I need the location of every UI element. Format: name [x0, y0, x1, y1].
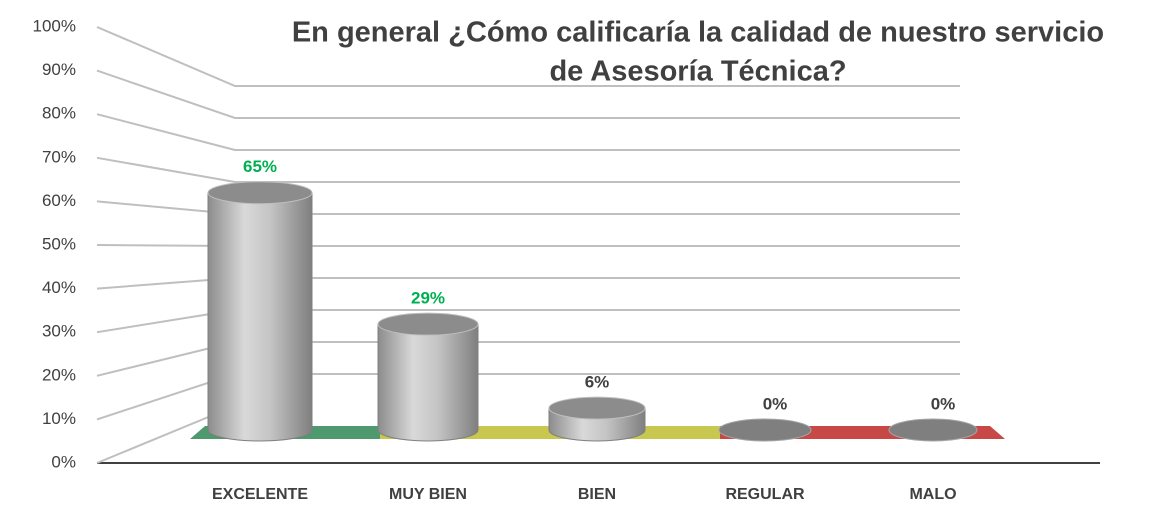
grid-line	[96, 26, 960, 87]
y-tick-label: 100%	[33, 16, 76, 35]
y-tick-label: 40%	[42, 278, 76, 297]
x-tick-label: EXCELENTE	[212, 486, 308, 503]
y-tick-label: 90%	[42, 60, 76, 79]
bar-top	[377, 312, 479, 336]
value-label: 0%	[931, 394, 956, 413]
y-tick-label: 70%	[42, 147, 76, 166]
y-tick-label: 0%	[51, 452, 76, 471]
bar-top	[207, 181, 313, 205]
y-tick-label: 20%	[42, 365, 76, 384]
value-label: 0%	[763, 394, 788, 413]
y-tick-label: 30%	[42, 322, 76, 341]
bar	[888, 418, 978, 442]
bar	[377, 323, 479, 442]
value-label: 6%	[585, 373, 610, 392]
bar	[207, 192, 313, 442]
y-tick-label: 80%	[42, 104, 76, 123]
bar-top	[548, 396, 646, 420]
chart-title-line: de Asesoría Técnica?	[549, 56, 846, 88]
x-tick-label: BIEN	[578, 486, 616, 503]
grid-line	[96, 156, 960, 183]
grid-line	[96, 113, 960, 151]
y-tick-label: 10%	[42, 409, 76, 428]
y-tick-label: 50%	[42, 234, 76, 253]
x-tick-label: MUY BIEN	[389, 486, 467, 503]
x-tick-label: REGULAR	[725, 486, 805, 503]
grid-line	[96, 69, 960, 119]
chart-title: En general ¿Cómo calificaría la calidad …	[292, 17, 1104, 49]
bar	[718, 418, 812, 442]
value-label: 65%	[243, 157, 277, 176]
y-tick-label: 60%	[42, 191, 76, 210]
x-tick-label: MALO	[909, 486, 956, 503]
value-label: 29%	[411, 289, 445, 308]
